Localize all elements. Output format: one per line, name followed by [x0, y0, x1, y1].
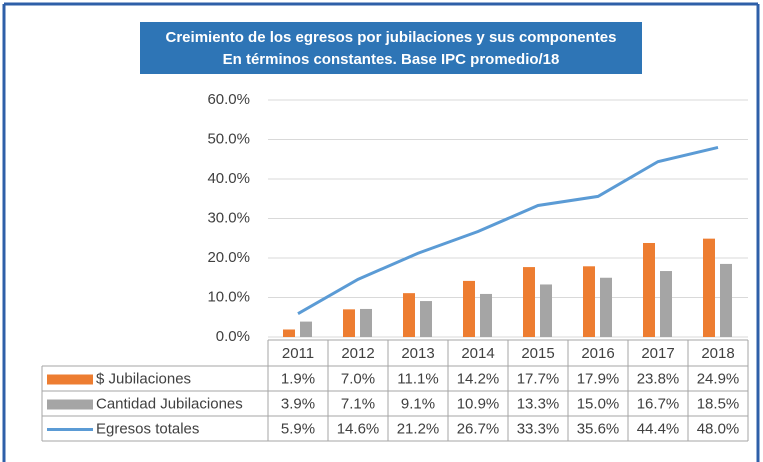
bar [583, 266, 595, 337]
y-tick-label: 40.0% [207, 170, 250, 187]
legend-label: Egresos totales [96, 420, 199, 437]
bar [343, 309, 355, 337]
data-label: 14.6% [337, 420, 380, 437]
y-tick-label: 0.0% [216, 328, 250, 345]
y-tick-label: 10.0% [207, 288, 250, 305]
bar [600, 277, 612, 337]
data-label: 13.3% [517, 395, 560, 412]
bar [703, 238, 715, 337]
data-label: 16.7% [637, 395, 680, 412]
x-tick-label: 2016 [581, 345, 614, 362]
bar [540, 284, 552, 337]
data-label: 21.2% [397, 420, 440, 437]
bar [360, 308, 372, 337]
bar [720, 263, 732, 337]
x-tick-label: 2013 [401, 345, 434, 362]
line [297, 145, 719, 315]
x-tick-label: 2012 [341, 345, 374, 362]
bar [480, 293, 492, 337]
legend-key [47, 399, 93, 410]
y-tick-label: 20.0% [207, 249, 250, 266]
data-label: 10.9% [457, 395, 500, 412]
data-label: 5.9% [281, 420, 315, 437]
data-label: 18.5% [697, 395, 740, 412]
bar [300, 321, 312, 337]
data-label: 23.8% [637, 370, 680, 387]
bar [523, 267, 535, 337]
data-label: 7.0% [341, 370, 375, 387]
bar [463, 280, 475, 337]
data-label: 26.7% [457, 420, 500, 437]
chart-title: Creimiento de los egresos por jubilacion… [166, 29, 617, 46]
data-label: 1.9% [281, 370, 315, 387]
bar [420, 301, 432, 337]
data-label: 24.9% [697, 370, 740, 387]
x-tick-label: 2017 [641, 345, 674, 362]
data-label: 9.1% [401, 395, 435, 412]
data-label: 11.1% [397, 370, 438, 387]
y-tick-label: 30.0% [207, 209, 250, 226]
x-tick-label: 2011 [282, 345, 314, 362]
legend-label: Cantidad Jubilaciones [96, 395, 243, 412]
data-label: 3.9% [281, 395, 315, 412]
chart-subtitle: En términos constantes. Base IPC promedi… [223, 51, 560, 68]
data-label: 15.0% [577, 395, 620, 412]
legend-label: $ Jubilaciones [96, 370, 191, 387]
data-label: 14.2% [457, 370, 500, 387]
bar [283, 329, 295, 337]
data-label: 17.7% [517, 370, 560, 387]
title-box [140, 22, 642, 74]
data-label: 17.9% [577, 370, 620, 387]
data-label: 35.6% [577, 420, 620, 437]
data-label: 33.3% [517, 420, 560, 437]
legend-key [47, 374, 93, 385]
y-tick-label: 50.0% [207, 130, 250, 147]
x-tick-label: 2018 [701, 345, 734, 362]
bar [403, 293, 415, 337]
data-label: 48.0% [697, 420, 740, 437]
data-label: 7.1% [341, 395, 375, 412]
bar [660, 271, 672, 337]
data-label: 44.4% [637, 420, 680, 437]
bar [643, 242, 655, 337]
y-tick-label: 60.0% [207, 91, 250, 108]
x-tick-label: 2015 [521, 345, 554, 362]
x-tick-label: 2014 [461, 345, 494, 362]
